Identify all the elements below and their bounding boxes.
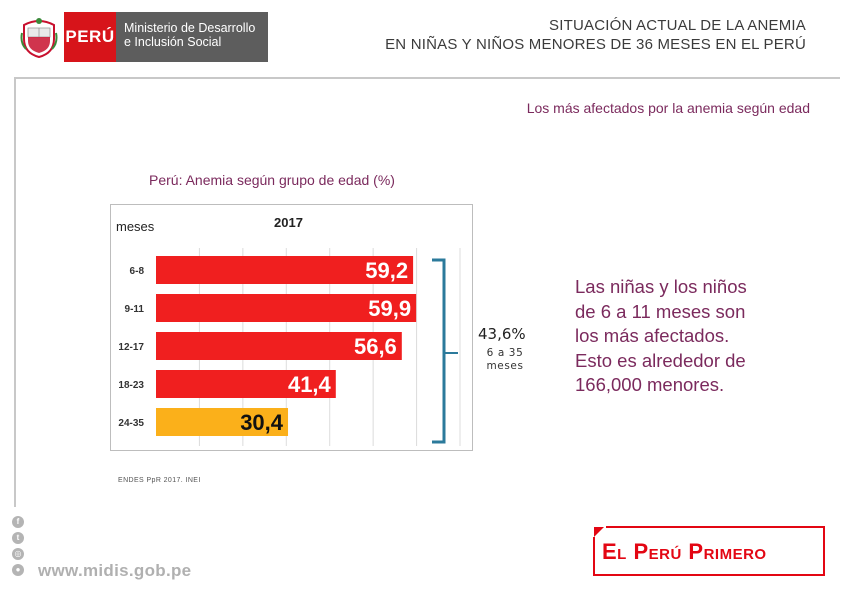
frame-divider-top (14, 77, 840, 79)
chart-series-label: 2017 (274, 215, 303, 230)
category-label: 9-11 (125, 304, 145, 315)
page-title: SITUACIÓN ACTUAL DE LA ANEMIA EN NIÑAS Y… (385, 16, 806, 54)
bracket-line (432, 258, 446, 444)
bar (156, 256, 414, 284)
bracket-average-value: 43,6% (478, 325, 526, 343)
chart-source-note: ENDES PpR 2017. INEI (118, 477, 201, 484)
value-label: 56,6 (354, 334, 397, 359)
value-label: 41,4 (288, 372, 332, 397)
logo-country-label: PERÚ (64, 12, 116, 62)
chart-bracket (432, 258, 458, 444)
callout-line-2: de 6 a 11 meses son (575, 300, 746, 322)
bar (156, 332, 402, 360)
ministry-line-2: e Inclusión Social (124, 35, 222, 49)
brand-frame-icon (593, 526, 825, 576)
coat-of-arms-icon (14, 12, 64, 62)
callout-line-5: 166,000 menores. (575, 374, 725, 395)
category-label: 12-17 (118, 342, 144, 353)
facebook-icon[interactable]: f (12, 516, 24, 528)
frame-divider-left (14, 77, 16, 507)
social-links: f t ◎ ● (12, 516, 24, 576)
bar (156, 294, 417, 322)
chart-bars: 6-8 59,2 9-11 59,9 12-17 56,6 18-23 41,4 24-35 30… (118, 256, 417, 436)
page-title-line-2: EN NIÑAS Y NIÑOS MENORES DE 36 MESES EN … (385, 36, 806, 53)
anemia-bar-chart: meses 2017 6-8 59,2 9-11 59,9 12-17 56,6 18-23… (110, 204, 473, 451)
category-label: 18-23 (118, 380, 144, 391)
section-subtitle: Los más afectados por la anemia según ed… (526, 100, 810, 116)
website-link[interactable]: www.midis.gob.pe (38, 561, 192, 580)
logo-ministry-name: Ministerio de Desarrollo e Inclusión Soc… (116, 12, 268, 62)
category-label: 24-35 (118, 418, 144, 429)
key-finding-callout: Las niñas y los niños de 6 a 11 meses so… (575, 275, 805, 398)
el-peru-primero-logo: El Perú Primero (592, 525, 828, 577)
bracket-age-range: 6 a 35 meses (486, 347, 524, 372)
callout-line-3: los más afectados. (575, 325, 730, 346)
ministry-line-1: Ministerio de Desarrollo (124, 21, 256, 35)
callout-line-1: Las niñas y los niños (575, 276, 747, 297)
twitter-icon[interactable]: t (12, 532, 24, 544)
value-label: 30,4 (240, 410, 284, 435)
chart-title: Perú: Anemia según grupo de edad (%) (149, 172, 395, 188)
value-label: 59,9 (368, 296, 411, 321)
category-label: 6-8 (130, 266, 145, 277)
callout-line-4: Esto es alrededor de (575, 349, 746, 371)
brand-name: El Perú Primero (602, 539, 767, 564)
instagram-icon[interactable]: ◎ (12, 548, 24, 560)
bar (156, 370, 336, 398)
bar (156, 408, 289, 436)
flickr-icon[interactable]: ● (12, 564, 24, 576)
chart-ylabel: meses (116, 219, 155, 234)
page-title-line-1: SITUACIÓN ACTUAL DE LA ANEMIA (549, 17, 806, 34)
value-label: 59,2 (365, 258, 408, 283)
midis-logo: PERÚ Ministerio de Desarrollo e Inclusió… (14, 12, 268, 62)
